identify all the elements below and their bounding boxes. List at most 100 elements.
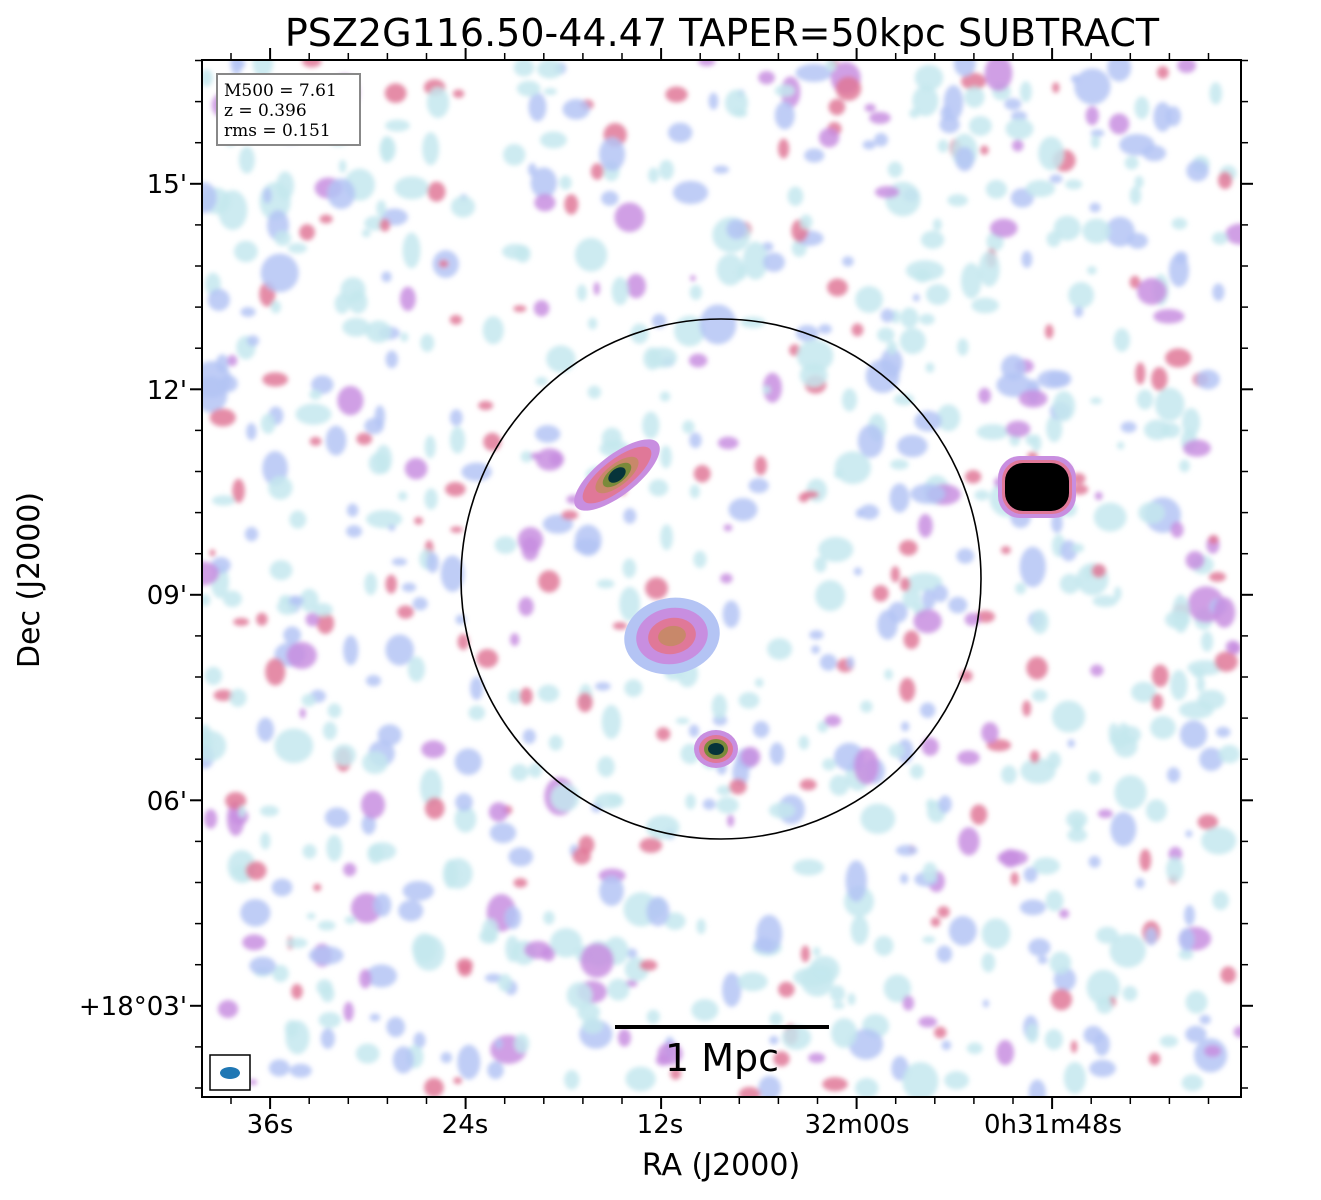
noise-blob	[348, 290, 368, 314]
noise-blob	[319, 214, 333, 224]
noise-blob	[716, 253, 744, 286]
noise-blob	[1184, 904, 1195, 926]
noise-blob	[607, 978, 630, 1001]
noise-blob	[964, 612, 981, 626]
noise-blob	[1148, 1052, 1161, 1066]
noise-blob	[1021, 250, 1033, 268]
noise-blob	[947, 194, 969, 207]
noise-blob	[1199, 747, 1224, 771]
noise-blob	[427, 181, 446, 202]
noise-blob	[238, 805, 246, 818]
noise-blob	[1063, 1061, 1086, 1094]
noise-blob	[232, 478, 245, 503]
noise-blob	[909, 764, 924, 779]
noise-blob	[246, 422, 257, 441]
noise-blob	[659, 391, 671, 402]
mass-text: M500 = 7.61	[224, 81, 337, 101]
noise-blob	[535, 376, 548, 386]
noise-blob	[829, 774, 850, 796]
noise-blob	[874, 935, 894, 956]
noise-blob	[1196, 676, 1206, 693]
noise-blob	[872, 585, 889, 602]
noise-blob	[1049, 174, 1063, 184]
noise-blob	[773, 1051, 790, 1067]
noise-blob	[966, 1042, 983, 1055]
noise-blob	[975, 610, 995, 623]
noise-blob	[922, 588, 936, 610]
noise-blob	[758, 1075, 781, 1097]
noise-blob	[1046, 414, 1063, 443]
noise-blob	[956, 548, 975, 564]
noise-blob	[996, 373, 1032, 398]
noise-blob	[688, 353, 708, 368]
noise-blob	[213, 689, 234, 702]
noise-blob	[1136, 277, 1167, 305]
noise-blob	[468, 705, 486, 721]
noise-blob	[651, 313, 667, 329]
noise-blob	[1097, 809, 1113, 819]
noise-blob	[259, 805, 279, 817]
noise-blob	[646, 815, 680, 840]
noise-blob	[508, 689, 523, 704]
noise-blob	[533, 300, 550, 317]
noise-blob	[748, 478, 769, 494]
noise-blob	[489, 822, 517, 844]
noise-blob	[625, 1066, 656, 1092]
noise-blob	[981, 918, 1011, 949]
noise-blob	[344, 916, 356, 925]
noise-blob	[211, 495, 236, 506]
noise-blob	[456, 958, 473, 972]
noise-blob	[846, 656, 855, 669]
noise-blob	[665, 86, 688, 103]
noise-blob	[902, 1061, 939, 1097]
noise-blob	[937, 139, 949, 153]
noise-blob	[215, 354, 229, 373]
noise-blob	[388, 524, 396, 532]
noise-blob	[874, 133, 889, 147]
noise-blob	[762, 372, 782, 403]
noise-blob	[1159, 1035, 1179, 1048]
noise-blob	[984, 60, 1013, 92]
noise-blob	[758, 70, 775, 85]
noise-blob	[819, 653, 837, 671]
noise-blob	[385, 350, 399, 369]
noise-blob	[1153, 101, 1172, 132]
noise-blob	[953, 60, 976, 77]
noise-blob	[708, 92, 719, 110]
noise-blob	[860, 700, 873, 713]
noise-blob	[854, 1077, 879, 1097]
noise-blob	[728, 497, 758, 522]
noise-blob	[420, 768, 443, 806]
noise-blob	[1182, 439, 1211, 457]
noise-blob	[691, 998, 719, 1022]
noise-blob	[1082, 218, 1111, 244]
noise-blob	[1129, 186, 1142, 205]
noise-blob	[1212, 890, 1229, 911]
noise-blob	[517, 526, 544, 553]
noise-blob	[270, 300, 281, 314]
noise-blob	[225, 791, 247, 810]
noise-blob	[817, 720, 829, 733]
noise-blob	[909, 108, 920, 119]
noise-blob	[345, 525, 363, 538]
noise-blob	[689, 432, 702, 449]
x-axis-label: RA (J2000)	[641, 1148, 801, 1183]
noise-blob	[818, 127, 840, 148]
noise-blob	[219, 374, 238, 393]
noise-blob	[919, 313, 935, 325]
noise-blob	[774, 101, 795, 130]
noise-blob	[857, 424, 884, 458]
noise-blob	[289, 1063, 312, 1078]
noise-blob	[1052, 82, 1060, 94]
noise-blob	[1028, 938, 1051, 957]
noise-blob	[325, 425, 347, 456]
noise-blob	[369, 1013, 381, 1022]
noise-blob	[1150, 715, 1176, 740]
noise-blob	[400, 332, 409, 342]
noise-blob	[365, 964, 398, 988]
noise-blob	[1171, 217, 1188, 230]
noise-blob	[874, 185, 900, 199]
noise-blob	[716, 785, 732, 796]
noise-blob	[899, 327, 926, 355]
noise-blob	[1029, 750, 1040, 764]
